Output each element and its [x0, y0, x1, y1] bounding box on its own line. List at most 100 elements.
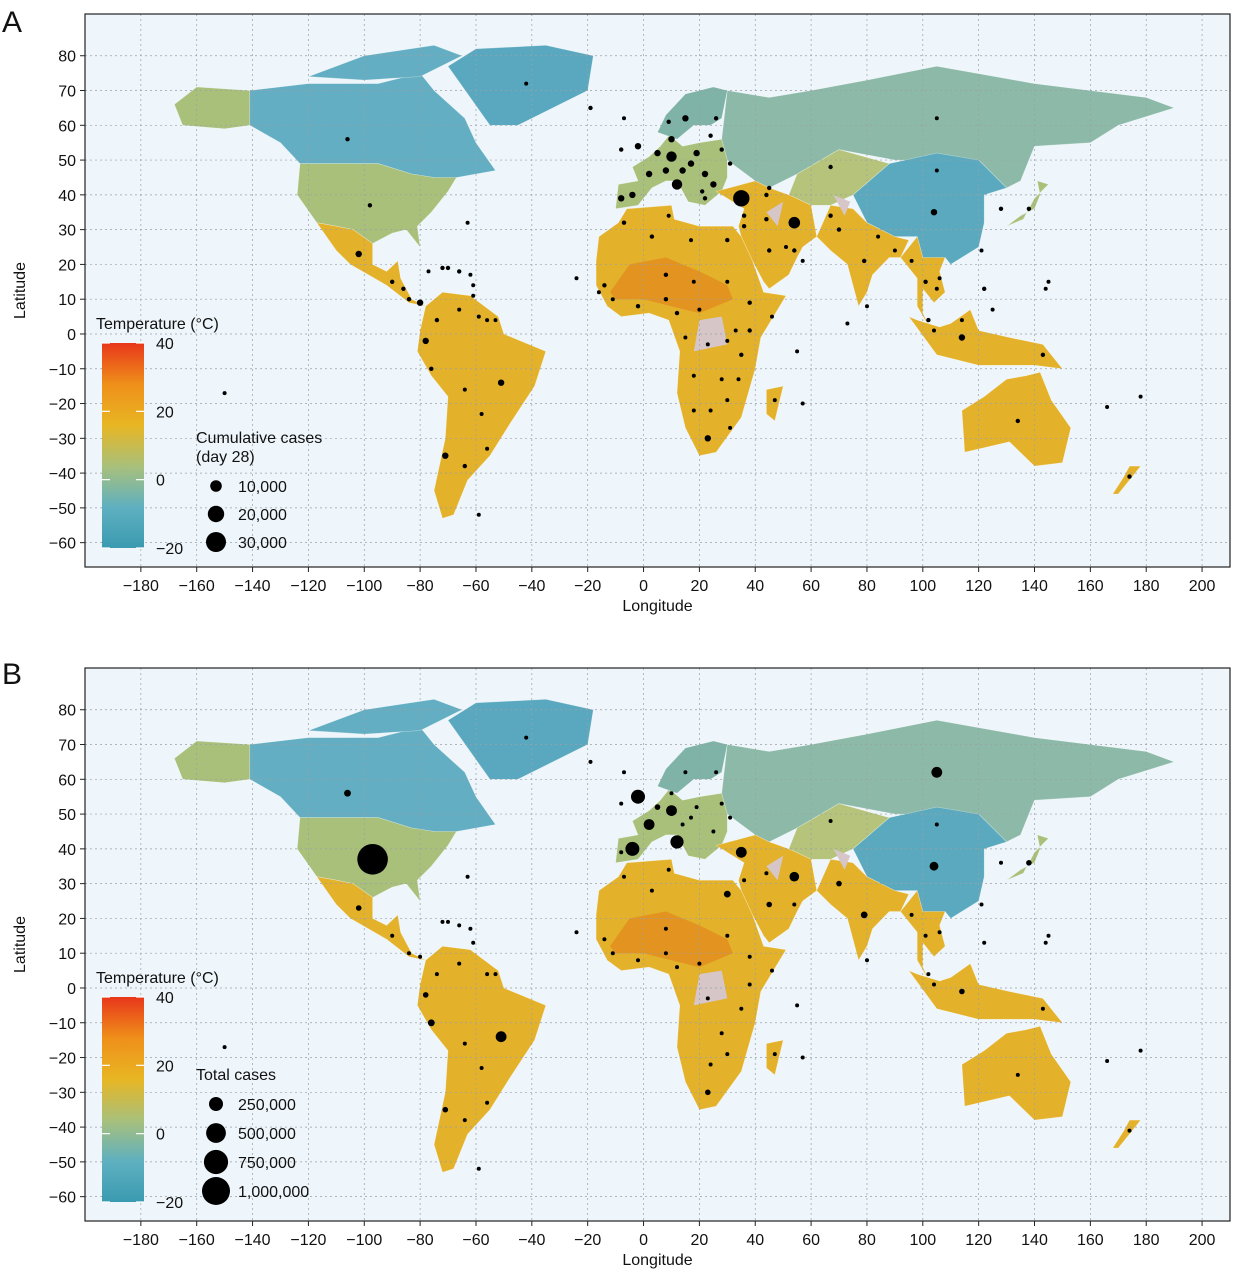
case-point	[629, 191, 636, 199]
y-tick-label: 30	[58, 877, 76, 894]
case-point	[610, 951, 615, 956]
case-point	[622, 770, 626, 775]
case-point	[355, 250, 362, 258]
case-point	[767, 185, 772, 191]
case-point	[909, 258, 914, 263]
size-legend-label: 250,000	[238, 1097, 296, 1114]
y-tick-label: 80	[58, 49, 76, 66]
case-point	[485, 972, 490, 977]
y-tick-label: 30	[58, 223, 76, 240]
case-point	[683, 335, 688, 340]
gridlines	[85, 14, 1230, 567]
y-tick-label: 50	[58, 153, 76, 170]
case-point	[770, 968, 774, 973]
x-tick-label: 200	[1189, 578, 1216, 595]
land-region	[1006, 834, 1050, 881]
case-point	[800, 401, 805, 406]
colorbar-tick-label: 40	[156, 990, 174, 1007]
case-point	[990, 307, 995, 312]
case-point	[524, 81, 529, 86]
x-tick-label: −40	[518, 578, 545, 595]
land-region	[296, 163, 457, 249]
case-point	[766, 901, 772, 908]
x-tick-label: −20	[574, 1232, 601, 1249]
case-point	[654, 149, 661, 157]
case-point	[1138, 1048, 1143, 1053]
plot-border	[84, 13, 1231, 568]
case-point	[828, 213, 833, 218]
case-point	[663, 951, 668, 956]
x-tick-label: −20	[574, 578, 601, 595]
case-point	[909, 912, 914, 917]
case-point	[725, 398, 730, 403]
no-data-region	[766, 201, 784, 227]
land-region	[961, 1025, 1072, 1121]
y-axis-title: Latitude	[12, 262, 29, 319]
case-point	[622, 874, 626, 879]
size-legend-key	[206, 532, 226, 552]
case-point	[792, 248, 797, 253]
x-tick-label: 40	[746, 578, 764, 595]
case-point	[390, 279, 395, 284]
case-point	[668, 136, 675, 143]
y-tick-label: 60	[58, 772, 76, 789]
case-point	[979, 248, 984, 253]
case-point	[462, 1041, 467, 1046]
case-point	[649, 888, 654, 893]
case-point	[923, 933, 928, 938]
case-point	[666, 119, 671, 125]
case-point	[476, 512, 481, 517]
case-point	[708, 1062, 713, 1067]
case-point	[588, 759, 593, 764]
colorbar-tick-label: 0	[156, 1127, 165, 1144]
colorbar-tick-label: −20	[156, 541, 183, 558]
y-tick-label: 0	[67, 981, 76, 998]
case-point	[713, 116, 719, 121]
land-region	[721, 719, 1176, 843]
colorbar-tick-label: 20	[156, 404, 174, 421]
case-point	[524, 735, 529, 740]
y-tick-label: 40	[58, 842, 76, 859]
land-region	[657, 86, 728, 140]
case-point	[457, 961, 462, 966]
case-point	[497, 379, 505, 386]
case-point	[725, 279, 730, 284]
panel-letter: B	[2, 658, 22, 691]
colorbar-title: Temperature (°C)	[96, 316, 219, 333]
case-point	[747, 328, 752, 333]
case-point	[422, 337, 429, 345]
size-legend-title: Total cases	[196, 1067, 276, 1084]
land-region	[416, 945, 547, 1173]
size-legend-label: 20,000	[238, 507, 287, 524]
case-point	[401, 286, 406, 291]
case-point	[693, 149, 700, 157]
land-region	[907, 963, 1064, 1024]
case-point	[418, 954, 423, 959]
case-point	[719, 377, 724, 382]
case-point	[926, 317, 931, 323]
case-point	[622, 116, 626, 121]
case-point	[1026, 206, 1032, 211]
y-tick-label: −10	[49, 362, 76, 379]
case-point	[979, 902, 984, 907]
colorbar-tick-label: 0	[156, 473, 165, 490]
x-tick-label: 180	[1133, 1232, 1160, 1249]
y-tick-label: 50	[58, 807, 76, 824]
no-data-region	[766, 855, 784, 881]
case-point	[735, 846, 747, 858]
colorbar-tick-label: 20	[156, 1058, 174, 1075]
x-tick-label: 160	[1077, 1232, 1104, 1249]
land-region	[721, 65, 1176, 189]
case-point	[733, 328, 738, 333]
land-region	[447, 698, 594, 780]
case-point	[625, 841, 640, 856]
y-axis-title: Latitude	[12, 916, 29, 973]
case-point	[704, 435, 711, 442]
x-tick-label: 0	[639, 578, 648, 595]
case-point	[767, 248, 772, 253]
case-point	[367, 203, 373, 208]
case-point	[725, 237, 730, 243]
case-point	[828, 164, 833, 170]
case-point	[739, 1006, 744, 1011]
